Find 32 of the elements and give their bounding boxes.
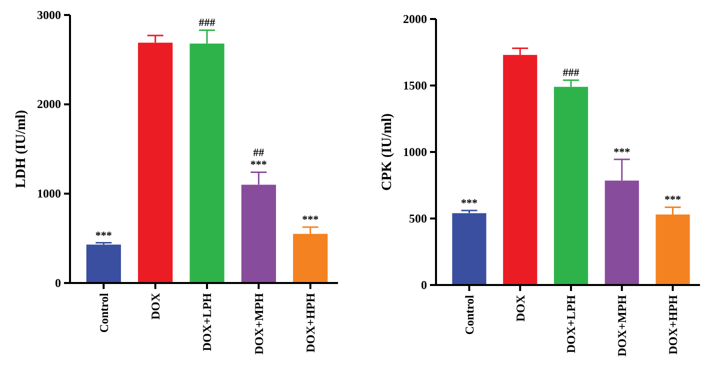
- annotation: ***: [664, 194, 682, 206]
- bar: [86, 244, 121, 283]
- x-tick-label: Control: [96, 292, 111, 333]
- annotation: ###: [562, 67, 580, 80]
- y-tick-label: 500: [409, 211, 427, 226]
- y-axis-title: LDH (IU/ml): [14, 110, 29, 188]
- annotation: ***: [95, 230, 112, 242]
- annotation: ***: [460, 198, 478, 210]
- x-tick-label: Control: [462, 294, 476, 335]
- y-tick-label: 0: [421, 278, 427, 292]
- x-tick-label: DOX: [148, 292, 163, 320]
- x-tick-label: DOX: [513, 294, 528, 322]
- x-tick-label: DOX+HPH: [666, 294, 680, 355]
- annotation: ***: [250, 159, 268, 172]
- y-tick-label: 0: [55, 276, 61, 290]
- y-tick-label: 3000: [37, 8, 61, 22]
- annotation: ***: [614, 146, 631, 158]
- annotation: ##: [253, 147, 265, 160]
- x-tick-label: DOX+HPH: [304, 292, 318, 353]
- y-tick-label: 1500: [403, 78, 427, 92]
- bar: [452, 213, 486, 285]
- y-tick-label: 2000: [403, 12, 427, 26]
- x-tick-label: DOX+LPH: [200, 292, 214, 352]
- x-tick-label: DOX+MPH: [252, 292, 266, 354]
- annotation: ***: [302, 214, 320, 226]
- x-tick-label: DOX+MPH: [615, 294, 630, 356]
- x-tick-label: DOX+LPH: [564, 294, 578, 354]
- y-tick-label: 2000: [37, 97, 61, 112]
- y-tick-label: 1000: [403, 144, 427, 159]
- y-axis-title: CPK (IU/ml): [380, 112, 395, 191]
- annotation: ###: [198, 17, 216, 30]
- y-tick-label: 1000: [37, 186, 61, 201]
